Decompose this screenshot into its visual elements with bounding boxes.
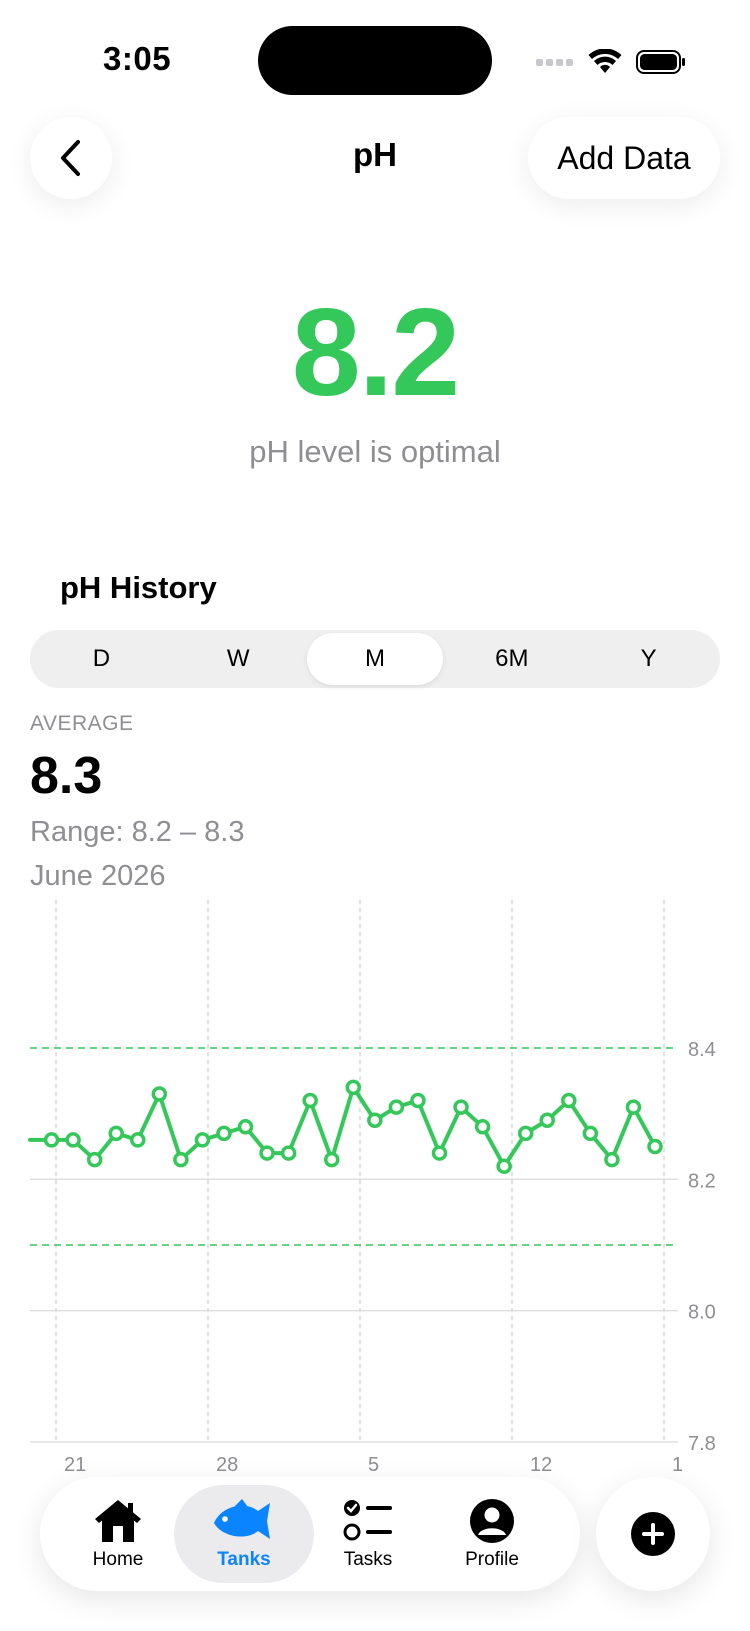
range-text: Range: 8.2 – 8.3 (30, 816, 245, 848)
add-button[interactable] (596, 1477, 710, 1591)
plus-circle-icon (631, 1512, 675, 1556)
tab-home-label: Home (92, 1549, 144, 1570)
x-tick-label: 12 (530, 1454, 552, 1476)
segment-day[interactable]: D (92, 645, 111, 672)
data-point (582, 1125, 599, 1142)
data-point (65, 1132, 81, 1148)
data-point (259, 1145, 275, 1161)
data-point (367, 1112, 383, 1128)
y-tick-label: 8.0 (688, 1302, 716, 1324)
cellular-signal-icon (536, 59, 573, 66)
y-tick-label: 7.8 (688, 1433, 716, 1455)
data-point (345, 1079, 362, 1096)
history-title: pH History (60, 570, 217, 605)
data-point (561, 1092, 577, 1109)
data-point (539, 1112, 555, 1128)
data-point (86, 1151, 103, 1168)
segment-six-months[interactable]: 6M (495, 645, 529, 672)
data-point (474, 1119, 491, 1135)
data-point (388, 1099, 405, 1115)
x-tick-label: 28 (216, 1454, 238, 1476)
data-point (130, 1132, 146, 1148)
data-point (237, 1119, 254, 1135)
person-circle-icon (470, 1499, 514, 1543)
tab-tasks-label: Tasks (343, 1549, 393, 1570)
tab-bar: Home Tanks Tasks Profile (40, 1477, 580, 1591)
data-point (496, 1158, 512, 1174)
average-label: AVERAGE (30, 712, 134, 735)
tab-home[interactable]: Home (48, 1485, 188, 1583)
data-point (43, 1132, 60, 1148)
data-point (108, 1125, 124, 1142)
dynamic-island (258, 26, 492, 95)
ph-history-chart[interactable]: 7.8 8.0 8.2 8.4 21 28 5 12 1 (0, 900, 750, 1480)
current-ph-value: 8.2 (291, 284, 460, 422)
data-point (216, 1125, 232, 1142)
add-data-button[interactable]: Add Data (528, 117, 720, 199)
tab-tasks[interactable]: Tasks (298, 1485, 438, 1583)
status-icons (536, 44, 686, 80)
battery-icon (636, 50, 685, 74)
data-point (625, 1099, 642, 1115)
checklist-icon (343, 1500, 392, 1541)
segment-year[interactable]: Y (640, 645, 657, 672)
status-time: 3:05 (103, 40, 172, 77)
y-tick-label: 8.2 (688, 1170, 716, 1192)
x-tick-label: 1 (672, 1454, 683, 1476)
page-title: pH (353, 136, 397, 173)
data-point (647, 1138, 663, 1155)
data-point (280, 1145, 297, 1161)
chevron-left-icon (61, 140, 80, 176)
ph-status-message: pH level is optimal (249, 434, 501, 469)
tab-tanks-label: Tanks (217, 1549, 271, 1570)
x-tick-label: 5 (368, 1454, 379, 1476)
y-tick-label: 8.4 (688, 1039, 716, 1061)
period-segmented-control: D W M 6M Y (30, 630, 720, 688)
x-tick-label: 21 (64, 1454, 86, 1476)
data-point (453, 1099, 469, 1115)
tab-profile[interactable]: Profile (422, 1485, 562, 1583)
data-point (151, 1086, 168, 1102)
data-point (173, 1151, 189, 1168)
data-point (431, 1145, 448, 1161)
data-point (194, 1132, 211, 1148)
data-point (517, 1125, 534, 1142)
status-bar: 3:05 (0, 0, 750, 110)
data-point (302, 1092, 318, 1109)
house-icon (95, 1500, 141, 1542)
segment-month[interactable]: M (306, 633, 444, 685)
tab-tanks[interactable]: Tanks (174, 1485, 314, 1583)
fish-icon (214, 1499, 270, 1539)
back-button[interactable] (30, 117, 112, 199)
period-text: June 2026 (30, 860, 166, 892)
data-point (323, 1151, 340, 1168)
data-point (410, 1092, 426, 1109)
segment-week[interactable]: W (226, 645, 250, 672)
wifi-icon (588, 49, 622, 73)
data-point (604, 1151, 620, 1168)
average-value: 8.3 (30, 747, 103, 805)
tab-profile-label: Profile (465, 1549, 519, 1570)
